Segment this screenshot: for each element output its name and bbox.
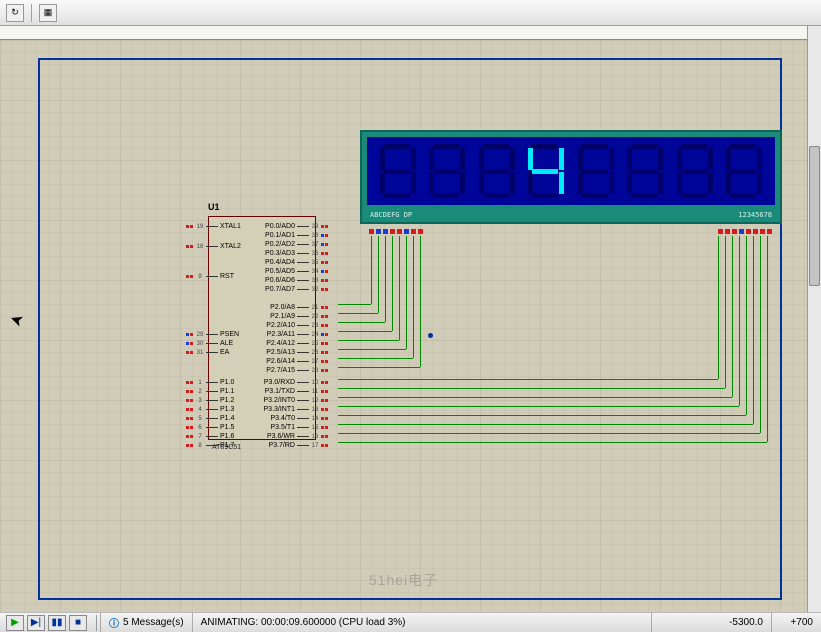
pause-button[interactable]: ▮▮ [48,615,66,631]
toolbar-refresh-button[interactable]: ↻ [6,4,24,22]
digit-5 [574,142,618,200]
digit-7 [673,142,717,200]
digit-1 [376,142,420,200]
pin-p1-2: 3P1.2 [186,396,236,405]
pin-p3-3-int1: P3.3/INT113 [261,405,329,414]
horizontal-ruler [0,26,807,40]
digit-3 [475,142,519,200]
toolbar-separator [31,4,32,22]
digit-6 [623,142,667,200]
component-7seg-display[interactable]: ABCDEFG DP 12345678 [360,130,782,224]
wire-junction [428,333,433,338]
pin-ea: 31EA [186,348,231,357]
pin-p3-1-txd: P3.1/TXD11 [263,387,329,396]
pin-p2-4-a12: P2.4/A1225 [264,339,329,348]
pin-p1-1: 2P1.1 [186,387,236,396]
grid-background [0,40,807,612]
pin-p0-1-ad1: P0.1/AD138 [263,231,329,240]
component-reference: U1 [208,202,220,212]
pin-p3-4-t0: P3.4/T014 [268,414,329,423]
digit-connectors [718,229,772,234]
pin-p0-7-ad7: P0.7/AD732 [263,285,329,294]
messages-text: 5 Message(s) [123,617,184,628]
component-at89c51[interactable]: U1 AT89C51 19XTAL118XTAL29RST29PSEN30ALE… [180,200,320,450]
digit-2 [425,142,469,200]
pin-p1-4: 5P1.4 [186,414,236,423]
messages-panel[interactable]: ⓘ 5 Message(s) [100,613,192,632]
watermark-text: 51hei电子 [369,570,438,590]
pin-p1-5: 6P1.5 [186,423,236,432]
pin-p0-5-ad5: P0.5/AD534 [263,267,329,276]
pin-p2-7-a15: P2.7/A1528 [264,366,329,375]
toolbar-grid-button[interactable]: ▦ [39,4,57,22]
top-toolbar: ↻ ▦ [0,0,821,26]
step-button[interactable]: ▶| [27,615,45,631]
pin-p1-0: 1P1.0 [186,378,236,387]
segment-pins-label: ABCDEFG DP [370,211,412,219]
pin-xtal2: 18XTAL2 [186,242,243,251]
coord-x: -5300.0 [651,613,771,632]
pin-p0-6-ad6: P0.6/AD633 [263,276,329,285]
pin-p1-6: 7P1.6 [186,432,236,441]
scrollbar-thumb[interactable] [809,146,820,286]
pin-p0-3-ad3: P0.3/AD336 [263,249,329,258]
simulation-controls: ▶ ▶| ▮▮ ■ [0,615,93,631]
pin-p1-7: 8P1.7 [186,441,236,450]
digit-8 [722,142,766,200]
simulation-status: ANIMATING: 00:00:09.600000 (CPU load 3%) [192,613,651,632]
pin-p0-4-ad4: P0.4/AD435 [263,258,329,267]
segment-connectors [369,229,423,234]
digit-pins-label: 12345678 [738,211,772,219]
pin-p2-1-a9: P2.1/A922 [268,312,329,321]
pin-psen: 29PSEN [186,330,241,339]
pin-p2-6-a14: P2.6/A1427 [264,357,329,366]
pin-p3-2-int0: P3.2/INT012 [261,396,329,405]
pin-p3-7-rd: P3.7/RD17 [267,441,329,450]
pin-p1-3: 4P1.3 [186,405,236,414]
stop-button[interactable]: ■ [69,615,87,631]
pin-p3-6-wr: P3.6/WR16 [265,432,329,441]
info-icon: ⓘ [109,615,119,630]
coord-y: +700 [771,613,821,632]
pin-ale: 30ALE [186,339,235,348]
schematic-canvas[interactable]: ➤ U1 AT89C51 19XTAL118XTAL29RST29PSEN30A… [0,40,807,612]
pin-p0-2-ad2: P0.2/AD237 [263,240,329,249]
digit-4 [524,142,568,200]
display-screen [367,137,775,205]
pin-p2-3-a11: P2.3/A1124 [265,330,329,339]
pin-p2-2-a10: P2.2/A1023 [264,321,329,330]
pin-p2-5-a13: P2.5/A1326 [264,348,329,357]
status-bar: ▶ ▶| ▮▮ ■ ⓘ 5 Message(s) ANIMATING: 00:0… [0,612,821,632]
pin-p2-0-a8: P2.0/A821 [268,303,329,312]
pin-p3-5-t1: P3.5/T115 [268,423,329,432]
pin-p3-0-rxd: P3.0/RXD10 [262,378,329,387]
pin-p0-0-ad0: P0.0/AD039 [263,222,329,231]
display-pin-labels: ABCDEFG DP 12345678 [370,211,772,219]
vertical-scrollbar[interactable] [807,26,821,612]
pin-xtal1: 19XTAL1 [186,222,243,231]
play-button[interactable]: ▶ [6,615,24,631]
pin-rst: 9RST [186,272,236,281]
